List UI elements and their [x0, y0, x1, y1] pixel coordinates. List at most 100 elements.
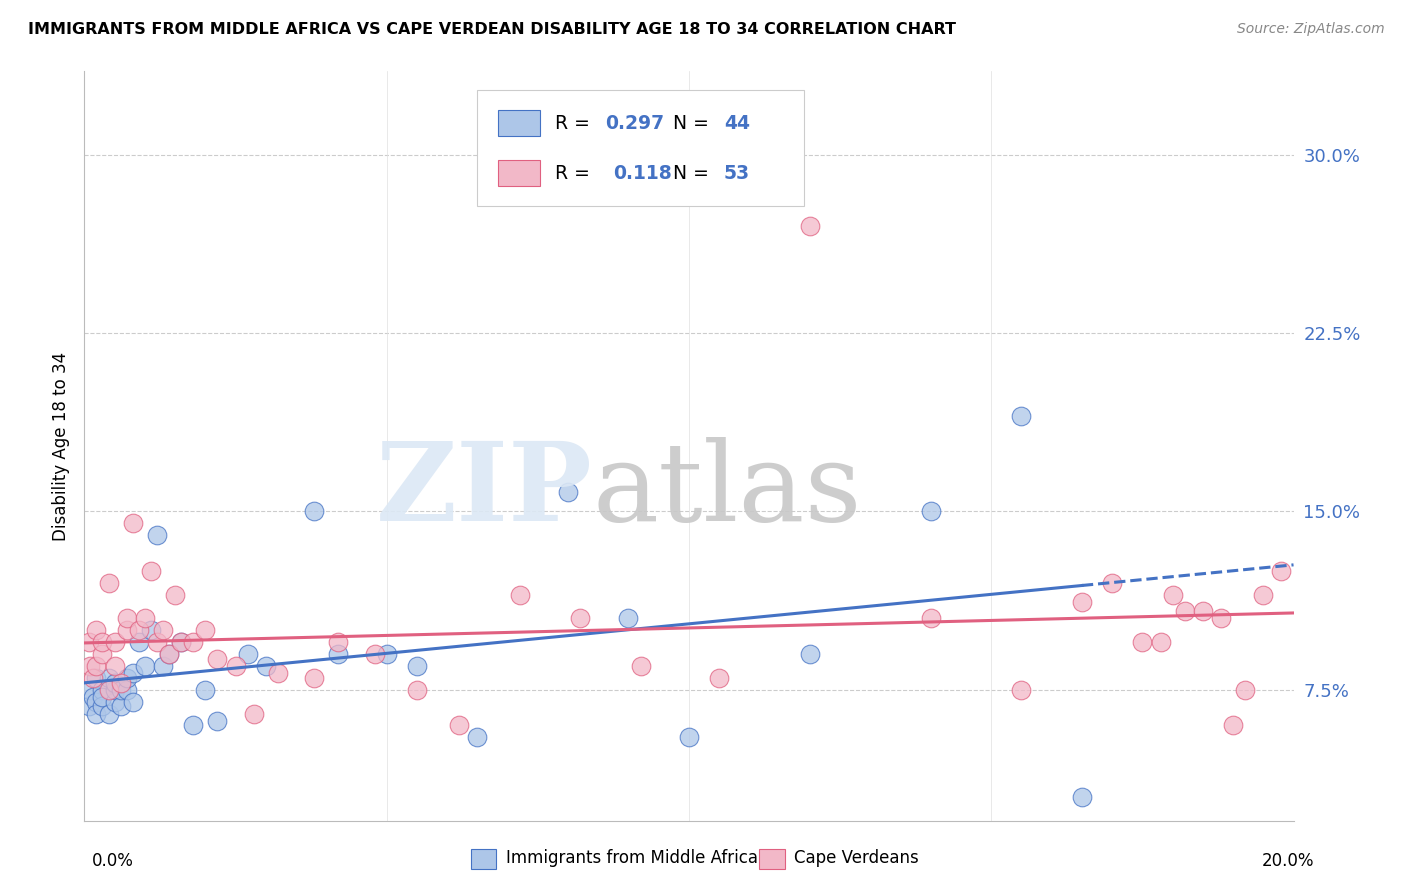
Point — [449, 718, 471, 732]
Point — [86, 671, 108, 685]
Point — [630, 659, 652, 673]
Point — [242, 706, 264, 721]
Text: IMMIGRANTS FROM MIDDLE AFRICA VS CAPE VERDEAN DISABILITY AGE 18 TO 34 CORRELATIO: IMMIGRANTS FROM MIDDLE AFRICA VS CAPE VE… — [28, 22, 956, 37]
Point — [110, 675, 132, 690]
Point — [617, 611, 640, 625]
Text: 0.118: 0.118 — [613, 163, 672, 183]
Point — [569, 611, 592, 625]
Point — [91, 690, 114, 704]
Point — [115, 624, 138, 638]
Point — [128, 635, 150, 649]
Point — [328, 635, 350, 649]
Point — [91, 647, 114, 661]
Point — [121, 516, 143, 531]
Point — [115, 671, 138, 685]
Point — [121, 666, 143, 681]
Y-axis label: Disability Age 18 to 34: Disability Age 18 to 34 — [52, 351, 70, 541]
Point — [97, 671, 120, 685]
Point — [110, 699, 132, 714]
FancyBboxPatch shape — [498, 110, 540, 136]
Point — [104, 675, 127, 690]
Point — [79, 682, 101, 697]
Point — [181, 635, 204, 649]
Point — [406, 659, 429, 673]
Point — [91, 635, 114, 649]
Point — [509, 588, 531, 602]
Point — [236, 647, 259, 661]
Text: Cape Verdeans: Cape Verdeans — [794, 849, 920, 867]
Point — [146, 528, 169, 542]
Text: 44: 44 — [724, 113, 749, 133]
Point — [1209, 611, 1232, 625]
Point — [1192, 604, 1215, 618]
Text: ZIP: ZIP — [375, 437, 592, 544]
Point — [115, 682, 138, 697]
Point — [207, 714, 229, 728]
Text: 20.0%: 20.0% — [1263, 852, 1315, 870]
Point — [128, 624, 150, 638]
Point — [557, 485, 579, 500]
Point — [97, 682, 120, 697]
Point — [194, 682, 217, 697]
Point — [121, 695, 143, 709]
Text: R =: R = — [555, 163, 602, 183]
Point — [467, 731, 489, 745]
Point — [86, 695, 108, 709]
Point — [1011, 682, 1033, 697]
Point — [1234, 682, 1257, 697]
Point — [267, 666, 290, 681]
Point — [363, 647, 385, 661]
Point — [302, 504, 325, 518]
Point — [110, 682, 132, 697]
Point — [207, 652, 229, 666]
Point — [157, 647, 180, 661]
Point — [115, 611, 138, 625]
Point — [104, 695, 127, 709]
Point — [134, 611, 156, 625]
Point — [254, 659, 277, 673]
Point — [302, 671, 325, 685]
Point — [181, 718, 204, 732]
Point — [920, 504, 942, 518]
Point — [86, 624, 108, 638]
Point — [86, 706, 108, 721]
Point — [91, 699, 114, 714]
Point — [170, 635, 193, 649]
Text: N =: N = — [673, 113, 716, 133]
Point — [77, 635, 100, 649]
Point — [1253, 588, 1275, 602]
Text: atlas: atlas — [592, 437, 862, 544]
Text: 0.297: 0.297 — [606, 113, 665, 133]
Point — [799, 219, 821, 233]
Point — [406, 682, 429, 697]
Point — [146, 635, 169, 649]
Point — [79, 659, 101, 673]
Point — [1011, 409, 1033, 424]
FancyBboxPatch shape — [498, 160, 540, 186]
Point — [225, 659, 247, 673]
Point — [82, 690, 104, 704]
Point — [170, 635, 193, 649]
Point — [1071, 789, 1094, 804]
Point — [91, 682, 114, 697]
Point — [1174, 604, 1197, 618]
Point — [97, 706, 120, 721]
Point — [134, 659, 156, 673]
Point — [1161, 588, 1184, 602]
Point — [799, 647, 821, 661]
Text: Immigrants from Middle Africa: Immigrants from Middle Africa — [506, 849, 758, 867]
Text: Source: ZipAtlas.com: Source: ZipAtlas.com — [1237, 22, 1385, 37]
Point — [1222, 718, 1244, 732]
Point — [1071, 595, 1094, 609]
Point — [1270, 564, 1292, 578]
Text: 0.0%: 0.0% — [91, 852, 134, 870]
Point — [97, 575, 120, 590]
Point — [375, 647, 398, 661]
Point — [1101, 575, 1123, 590]
Point — [194, 624, 217, 638]
Text: 53: 53 — [724, 163, 751, 183]
Point — [165, 588, 187, 602]
Point — [104, 682, 127, 697]
Text: R =: R = — [555, 113, 596, 133]
Point — [152, 624, 174, 638]
